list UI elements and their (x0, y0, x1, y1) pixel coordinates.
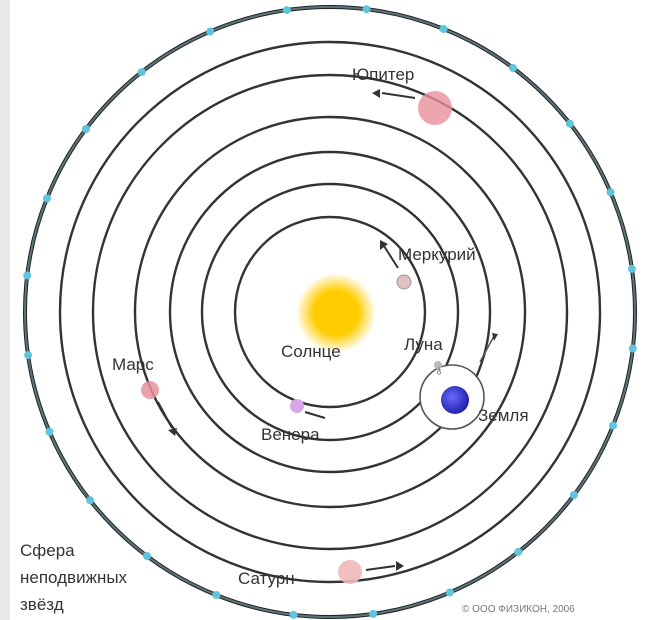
label-earth: Земля (478, 406, 529, 425)
mercury-arrow-line (383, 245, 399, 269)
star-marker (206, 27, 215, 36)
star-marker (445, 588, 454, 597)
star-marker (362, 5, 371, 14)
mars-arrow-head (168, 428, 177, 436)
label-fixed-stars-line1: Сфера (20, 541, 75, 560)
fixed-stars-glow (24, 6, 636, 618)
orbit-earth (168, 150, 492, 474)
star-markers (23, 5, 637, 619)
venus-arrow-line (304, 411, 326, 419)
saturn-icon (338, 560, 362, 584)
star-marker (439, 25, 448, 33)
orbit-mars (133, 115, 527, 509)
label-mercury: Меркурий (398, 245, 476, 264)
earth-symbol: ♁ (434, 362, 445, 378)
label-saturn: Сатурн (238, 569, 295, 588)
jupiter-arrow-line (381, 92, 416, 99)
orbit-venus (200, 182, 460, 442)
left-edge-bar (0, 0, 10, 620)
sun-icon (314, 291, 358, 335)
star-marker (514, 547, 523, 556)
star-marker (606, 188, 615, 197)
label-venus: Венера (261, 425, 320, 444)
star-marker (628, 344, 637, 353)
star-marker (86, 496, 95, 505)
star-marker (137, 68, 146, 77)
label-fixed-stars-line2: неподвижных (20, 568, 128, 587)
orbit-mercury (233, 215, 427, 409)
star-marker (565, 119, 574, 128)
star-marker (82, 125, 90, 133)
star-marker (24, 351, 33, 360)
star-marker (369, 609, 378, 618)
star-marker (282, 6, 291, 15)
saturn-arrow-head (396, 561, 404, 571)
star-marker (143, 552, 151, 560)
saturn-arrow-line (365, 565, 396, 571)
orbit-saturn (58, 40, 602, 584)
moon-pointer (479, 335, 495, 363)
star-marker (289, 610, 298, 619)
label-moon: Луна (404, 335, 443, 354)
star-marker (43, 194, 51, 203)
mars-icon (141, 381, 159, 399)
moon-arrow (492, 333, 498, 341)
earth-icon (441, 386, 469, 414)
jupiter-icon (418, 91, 452, 125)
star-marker (509, 64, 517, 72)
label-jupiter: Юпитер (352, 65, 415, 84)
label-fixed-stars-line3: звёзд (20, 595, 64, 614)
moon-icon (434, 361, 442, 369)
orbit-jupiter (91, 73, 569, 551)
mercury-icon (396, 274, 412, 290)
mercury-arrow-head (380, 240, 388, 250)
star-marker (570, 491, 578, 499)
copyright-notice: © ООО ФИЗИКОН, 2006 (462, 604, 575, 615)
label-sun: Солнце (281, 342, 341, 361)
venus-icon (290, 399, 304, 413)
fixed-stars-sphere (23, 5, 637, 619)
jupiter-arrow-head (372, 89, 380, 98)
label-mars: Марс (112, 355, 154, 374)
star-marker (627, 264, 636, 273)
star-marker (23, 271, 32, 280)
star-marker (212, 591, 221, 599)
star-marker (609, 421, 617, 430)
mars-arrow-line (157, 401, 173, 429)
star-marker (45, 427, 54, 436)
